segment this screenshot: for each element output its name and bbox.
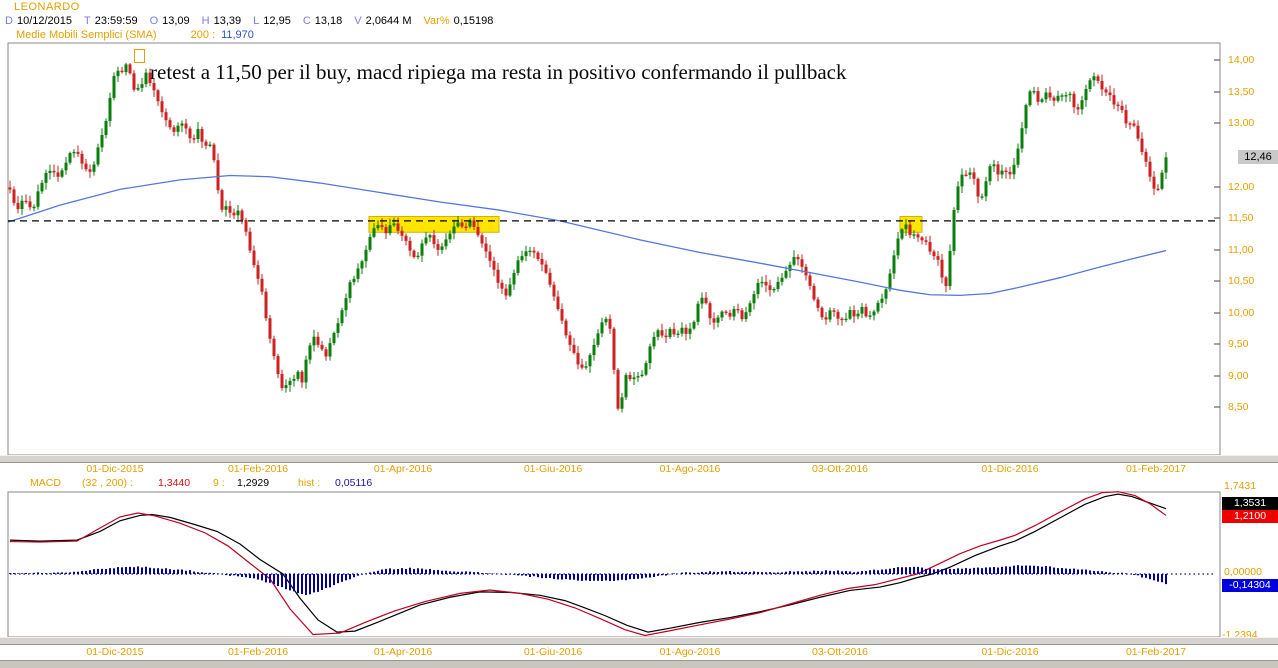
x-axis-date-label: 01-Feb-2016 bbox=[227, 646, 289, 658]
panel-divider-upper[interactable] bbox=[0, 455, 1278, 463]
quote-info-line: D 10/12/2015 T 23:59:59 O 13,09 H 13,39 L 12,… bbox=[5, 15, 493, 28]
time-label: T bbox=[84, 15, 91, 27]
price-axis-label: 10,00 bbox=[1228, 307, 1255, 319]
x-axis-date-label: 01-Dic-2016 bbox=[981, 463, 1039, 475]
x-axis-date-label: 01-Feb-2017 bbox=[1125, 646, 1187, 658]
high-label: H bbox=[201, 15, 210, 27]
macd-signal-value: 1,2929 bbox=[237, 477, 270, 489]
price-axis-label: 9,00 bbox=[1228, 370, 1249, 382]
macd-name: MACD bbox=[30, 477, 61, 489]
low-label: L bbox=[253, 15, 260, 27]
time-value: 23:59:59 bbox=[94, 15, 138, 27]
macd-axis-zero: 0,00000 bbox=[1224, 566, 1262, 578]
macd-axis-max: 1,7431 bbox=[1224, 480, 1257, 492]
macd-signal-label: 9 : bbox=[213, 477, 225, 489]
price-axis-label: 11,50 bbox=[1228, 212, 1254, 224]
chart-annotation-text[interactable]: retest a 11,50 per il buy, macd ripiega … bbox=[150, 60, 847, 84]
panel-divider-lower[interactable] bbox=[0, 637, 1278, 645]
sma-indicator-name: Medie Mobili Semplici (SMA) bbox=[16, 29, 157, 41]
open-value: 13,09 bbox=[162, 15, 190, 27]
x-axis-date-label: 01-Dic-2015 bbox=[86, 463, 144, 475]
symbol-title: LEONARDO bbox=[14, 1, 80, 13]
x-axis-date-label: 03-Ott-2016 bbox=[811, 463, 869, 475]
var-percent-label: Var% bbox=[423, 15, 450, 27]
x-axis-date-label: 01-Ago-2016 bbox=[659, 463, 721, 475]
price-axis-label: 10,50 bbox=[1228, 275, 1255, 287]
price-axis-label: 11,00 bbox=[1228, 244, 1254, 256]
sma-indicator-row: Medie Mobili Semplici (SMA) 200 : 11,970 bbox=[16, 29, 254, 42]
macd-line-value-badge: 1,3531 bbox=[1222, 497, 1278, 510]
macd-value: 1,3440 bbox=[158, 477, 191, 489]
macd-hist-label: hist : bbox=[298, 477, 321, 489]
window-bottom-edge bbox=[0, 660, 1278, 668]
price-axis-label: 13,00 bbox=[1228, 117, 1255, 129]
volume-value: 2,0644 M bbox=[365, 15, 412, 27]
annotation-anchor-marker[interactable] bbox=[134, 49, 145, 63]
close-value: 13,18 bbox=[314, 15, 343, 27]
sma-value: 11,970 bbox=[221, 29, 254, 41]
open-label: O bbox=[149, 15, 159, 27]
x-axis-date-label: 01-Giu-2016 bbox=[523, 646, 583, 658]
price-axis-label: 14,00 bbox=[1228, 54, 1255, 66]
open-date-label: D bbox=[5, 15, 13, 27]
sma-period: 200 : bbox=[190, 29, 216, 41]
close-label: C bbox=[302, 15, 311, 27]
current-price-badge: 12,46 bbox=[1238, 150, 1278, 164]
histogram-value-badge: -0,14304 bbox=[1222, 579, 1278, 592]
x-axis-date-label: 01-Dic-2016 bbox=[981, 646, 1039, 658]
price-axis-label: 12,00 bbox=[1228, 181, 1255, 193]
high-value: 13,39 bbox=[213, 15, 242, 27]
low-value: 12,95 bbox=[263, 15, 291, 27]
var-percent-value: 0,15198 bbox=[453, 15, 494, 27]
x-axis-date-label: 01-Apr-2016 bbox=[373, 463, 433, 475]
x-axis-date-label: 03-Ott-2016 bbox=[811, 646, 869, 658]
signal-line-value-badge: 1,2100 bbox=[1222, 510, 1278, 523]
price-axis-label: 9,50 bbox=[1228, 338, 1249, 350]
x-axis-date-label: 01-Apr-2016 bbox=[373, 646, 433, 658]
x-axis-date-label: 01-Feb-2017 bbox=[1125, 463, 1187, 475]
x-axis-date-label: 01-Dic-2015 bbox=[86, 646, 144, 658]
x-axis-date-label: 01-Giu-2016 bbox=[523, 463, 583, 475]
price-axis-label: 13,50 bbox=[1228, 86, 1255, 98]
x-axis-date-label: 01-Feb-2016 bbox=[227, 463, 289, 475]
x-axis-date-label: 01-Ago-2016 bbox=[659, 646, 721, 658]
price-axis-label: 8,50 bbox=[1228, 401, 1249, 413]
volume-label: V bbox=[354, 15, 362, 27]
macd-hist-value: 0,05116 bbox=[335, 477, 373, 489]
open-date-value: 10/12/2015 bbox=[16, 15, 73, 27]
macd-params: (32 , 200) : bbox=[82, 477, 133, 489]
